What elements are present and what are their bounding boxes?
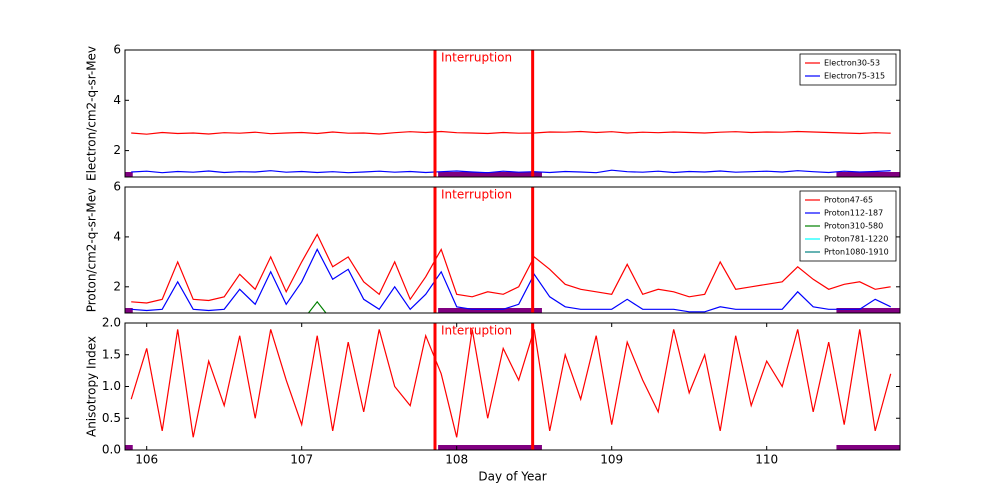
x-tick-label: 108 [445,453,468,467]
y-axis-label: Proton/cm2-q-sr-Mev [85,188,99,313]
legend-label: Proton310-580 [824,222,883,231]
plot-area [125,233,900,313]
y-tick-label: 1.0 [102,379,121,393]
data-gap-span [438,308,542,313]
data-gap-span [836,172,900,177]
y-tick-label: 6 [113,43,121,57]
y-tick-label: 2 [113,143,121,157]
legend-label: Electron75-315 [824,72,885,81]
y-tick-label: 1.5 [102,347,121,361]
legend: Proton47-65 Proton112-187 Proton310-580 Pro… [799,190,897,262]
x-tick-label: 109 [600,453,623,467]
data-gap-span [438,172,542,177]
plot-area [125,130,900,177]
x-tick-label: 106 [135,453,158,467]
data-gap-span [125,308,133,313]
legend-box [799,53,897,86]
x-tick-label: 110 [755,453,778,467]
data-gap-span [125,445,133,450]
data-gap-span [836,308,900,313]
legend: Electron30-53 Electron75-315 [799,53,897,86]
y-tick-label: 2 [113,279,121,293]
data-gap-span [125,172,133,177]
legend-label: Prton1080-1910 [824,248,889,257]
y-tick-label: 4 [113,229,121,243]
data-line [130,329,892,438]
legend-label: Proton112-187 [824,209,883,218]
y-tick-label: 4 [113,93,121,107]
data-line [131,248,891,313]
y-tick-label: 6 [113,180,121,194]
annotation: Interruption [441,324,512,338]
axes-frame [124,186,901,314]
data-line [131,130,891,135]
plot-area [125,329,900,450]
x-tick-label: 107 [290,453,313,467]
legend-label: Proton781-1220 [824,235,888,244]
y-tick-label: 2.0 [102,316,121,330]
y-tick-label: 0.5 [102,411,121,425]
legend-label: Electron30-53 [824,59,880,68]
data-line [131,233,891,304]
axes-frame [124,49,901,178]
y-axis-label: Electron/cm2-q-sr-Mev [85,46,99,181]
data-line [131,169,891,174]
data-gap-span [438,445,542,450]
annotation: Interruption [441,51,512,65]
y-axis-label: Anisotropy Index [85,336,99,437]
legend-label: Proton47-65 [824,196,873,205]
annotation: Interruption [441,188,512,202]
y-tick-label: 0.0 [102,443,121,457]
x-axis-label: Day of Year [478,470,546,484]
data-gap-span [836,445,900,450]
